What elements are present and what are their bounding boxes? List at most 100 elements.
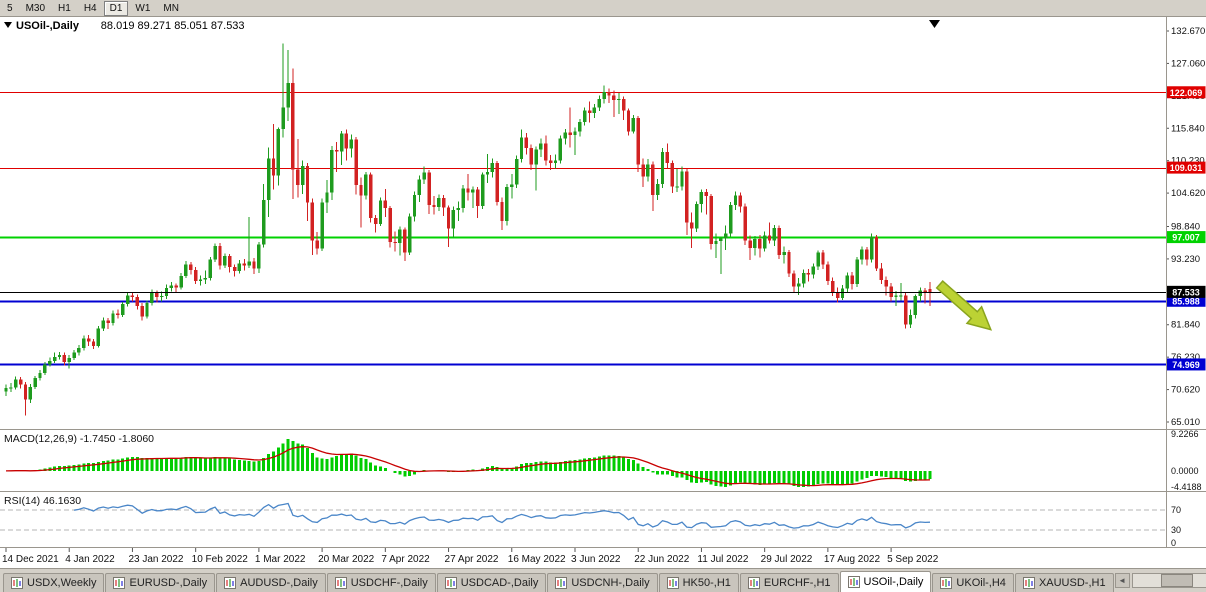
chart-mini-icon bbox=[666, 577, 679, 589]
macd-axis-max: 9.2266 bbox=[1171, 429, 1199, 439]
timeframe-button-h4[interactable]: H4 bbox=[83, 2, 97, 14]
date-tick-label: 22 Jun 2022 bbox=[634, 554, 689, 565]
price-badge-109.031 bbox=[1166, 161, 1206, 174]
price-tick-label: 110.230 bbox=[1171, 156, 1205, 167]
tab-label: USDCAD-,Daily bbox=[460, 577, 539, 589]
tab-audusd-daily[interactable]: AUDUSD-,Daily bbox=[216, 573, 326, 592]
price-badges-layer: 122.069 109.031 97.007 85.988 74.969 87.533 bbox=[1166, 86, 1206, 371]
price-tick-label: 81.840 bbox=[1171, 320, 1200, 331]
timeframe-button-m30[interactable]: M30 bbox=[25, 2, 46, 14]
price-tick-label: 104.620 bbox=[1171, 188, 1205, 199]
date-axis: 14 Dec 2021 4 Jan 2022 23 Jan 2022 10 Feb 2… bbox=[2, 548, 939, 565]
rsi-axis-30: 30 bbox=[1171, 525, 1181, 535]
chart-mini-icon bbox=[1022, 577, 1035, 589]
rsi-axis-70: 70 bbox=[1171, 505, 1181, 515]
macd-signal-line bbox=[5, 446, 931, 487]
chart-mini-icon bbox=[940, 577, 953, 589]
chart-mini-icon bbox=[747, 577, 760, 589]
chart-mini-icon bbox=[11, 577, 23, 589]
price-badge-122.069 bbox=[1166, 86, 1206, 99]
macd-axis-min: -4.4188 bbox=[1171, 482, 1202, 492]
chart-title-symbol: USOil-,Daily bbox=[16, 20, 80, 32]
timeframe-button-mn[interactable]: MN bbox=[163, 2, 179, 14]
date-tick-label: 20 Mar 2022 bbox=[318, 554, 375, 565]
price-tick-label: 115.840 bbox=[1171, 123, 1205, 134]
tab-ukoil-h4[interactable]: UKOil-,H4 bbox=[932, 573, 1014, 592]
chart-tab-bar: USDX,Weekly EURUSD-,Daily AUDUSD-,Daily USD… bbox=[0, 568, 1206, 592]
tab-label: USDCHF-,Daily bbox=[350, 577, 428, 589]
date-tick-label: 14 Dec 2021 bbox=[2, 554, 59, 565]
tab-hk50-h1[interactable]: HK50-,H1 bbox=[658, 573, 739, 592]
price-tick-label: 93.230 bbox=[1171, 254, 1200, 265]
tab-xauusd-h1[interactable]: XAUUSD-,H1 bbox=[1014, 573, 1114, 592]
timeframe-button-w1[interactable]: W1 bbox=[135, 2, 151, 14]
macd-pane: 9.2266 0.0000 -4.4188 MACD(12,26,9) -1.7450… bbox=[4, 429, 1202, 492]
level-lines-layer bbox=[0, 92, 1166, 366]
price-badge-122.069-text: 122.069 bbox=[1170, 88, 1203, 98]
price-badge-97.007-text: 97.007 bbox=[1172, 233, 1200, 243]
tab-usdchf-daily[interactable]: USDCHF-,Daily bbox=[326, 573, 436, 592]
timeframe-button-h1[interactable]: H1 bbox=[58, 2, 71, 14]
tab-eurusd-daily[interactable]: EURUSD-,Daily bbox=[105, 573, 216, 592]
tab-usdcad-daily[interactable]: USDCAD-,Daily bbox=[436, 573, 547, 592]
date-tick-label: 5 Sep 2022 bbox=[887, 554, 939, 565]
candles-layer bbox=[4, 43, 932, 416]
chart-mini-icon bbox=[847, 576, 860, 588]
timeframe-button-5[interactable]: 5 bbox=[7, 2, 13, 14]
tab-usdx-weekly[interactable]: USDX,Weekly bbox=[3, 573, 105, 592]
date-tick-label: 23 Jan 2022 bbox=[128, 554, 183, 565]
price-tick-label: 132.670 bbox=[1171, 26, 1205, 37]
price-tick-label: 76.230 bbox=[1171, 352, 1200, 363]
tab-label: USDCNH-,Daily bbox=[571, 577, 650, 589]
tab-label: USDX,Weekly bbox=[27, 577, 97, 589]
rsi-label: RSI(14) 46.1630 bbox=[4, 495, 81, 507]
tab-label: EURUSD-,Daily bbox=[129, 577, 208, 589]
current-price-badge bbox=[1166, 285, 1206, 298]
date-tick-label: 4 Jan 2022 bbox=[65, 554, 115, 565]
pane-separators bbox=[0, 17, 1206, 548]
price-tick-label: 65.010 bbox=[1171, 417, 1200, 428]
macd-axis-zero: 0.0000 bbox=[1171, 466, 1199, 476]
rsi-line bbox=[73, 502, 931, 529]
price-badge-74.969-text: 74.969 bbox=[1172, 360, 1200, 370]
chart-area: 132.670127.060121.450115.840110.230104.6… bbox=[0, 17, 1206, 568]
rsi-axis-0: 0 bbox=[1171, 538, 1176, 548]
date-tick-label: 11 Jul 2022 bbox=[697, 554, 748, 565]
trend-arrow-annotation[interactable] bbox=[935, 280, 993, 331]
scroll-left-button[interactable]: ◄ bbox=[1114, 573, 1130, 588]
tab-label: HK50-,H1 bbox=[682, 577, 731, 589]
date-tick-label: 10 Feb 2022 bbox=[192, 554, 249, 565]
price-tick-label: 70.620 bbox=[1171, 385, 1200, 396]
tab-usoil-daily[interactable]: USOil-,Daily bbox=[839, 571, 932, 592]
price-badge-109.031-text: 109.031 bbox=[1170, 163, 1203, 173]
date-tick-label: 16 May 2022 bbox=[508, 554, 566, 565]
timeframe-button-d1[interactable]: D1 bbox=[103, 0, 129, 16]
tab-label: UKOil-,H4 bbox=[956, 577, 1006, 589]
date-tick-label: 27 Apr 2022 bbox=[445, 554, 499, 565]
tab-label: AUDUSD-,Daily bbox=[240, 577, 318, 589]
date-tick-label: 29 Jul 2022 bbox=[761, 554, 813, 565]
macd-label: MACD(12,26,9) -1.7450 -1.8060 bbox=[4, 433, 154, 445]
current-price-badge-text: 87.533 bbox=[1172, 287, 1200, 297]
tab-scrollbar[interactable]: ◄► bbox=[1114, 573, 1206, 588]
tab-eurchf-h1[interactable]: EURCHF-,H1 bbox=[739, 573, 839, 592]
timeframe-toolbar: 5 M30 H1 H4 D1 W1 MN bbox=[0, 0, 1206, 17]
rsi-pane: 70 30 0 RSI(14) 46.1630 bbox=[0, 495, 1181, 548]
chart-mini-icon bbox=[555, 577, 568, 589]
chart-shift-marker[interactable] bbox=[929, 20, 940, 28]
date-tick-label: 7 Apr 2022 bbox=[381, 554, 430, 565]
tab-usdcnh-daily[interactable]: USDCNH-,Daily bbox=[547, 573, 658, 592]
date-tick-label: 3 Jun 2022 bbox=[571, 554, 621, 565]
price-badge-74.969 bbox=[1166, 358, 1206, 371]
scrollbar-thumb[interactable] bbox=[1160, 574, 1193, 587]
scrollbar-track[interactable] bbox=[1131, 573, 1206, 588]
chart-mini-icon bbox=[224, 577, 237, 589]
price-tick-label: 98.840 bbox=[1171, 222, 1200, 233]
tab-label: USOil-,Daily bbox=[863, 576, 924, 588]
chart-mini-icon bbox=[444, 577, 457, 589]
price-badge-97.007 bbox=[1166, 231, 1206, 244]
price-chart-canvas[interactable]: 132.670127.060121.450115.840110.230104.6… bbox=[0, 17, 1206, 568]
symbol-dropdown-icon[interactable] bbox=[4, 22, 12, 28]
chart-title-ohlc: 88.019 89.271 85.051 87.533 bbox=[101, 20, 245, 32]
